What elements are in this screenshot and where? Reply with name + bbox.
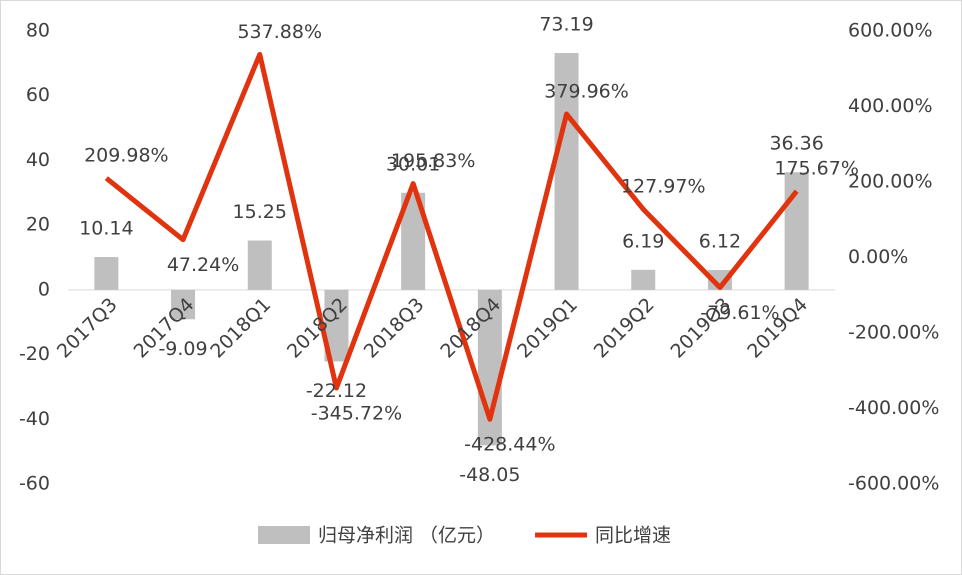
bar [631, 269, 656, 290]
data-label: 73.19 [539, 14, 593, 36]
bar [784, 172, 809, 290]
legend-label: 归母净利润 （亿元） [318, 525, 495, 547]
y-tick-label: 60 [26, 84, 50, 106]
y-tick-label: 80 [26, 20, 50, 42]
y2-tick-label: -400.00% [848, 397, 939, 419]
data-label: 47.24% [167, 254, 239, 276]
data-label: 175.67% [774, 158, 859, 180]
y2-tick-label: 600.00% [848, 20, 933, 42]
data-label: 379.96% [544, 81, 629, 103]
bar [554, 53, 579, 290]
data-label: 127.97% [621, 176, 706, 198]
data-label: 209.98% [84, 145, 169, 167]
bar [247, 240, 272, 290]
data-label: 6.19 [622, 230, 664, 252]
data-label: -22.12 [306, 380, 367, 402]
y-tick-label: -60 [19, 473, 50, 495]
y-tick-label: 0 [38, 278, 50, 300]
data-label: 36.36 [769, 133, 823, 155]
y-tick-label: 40 [26, 149, 50, 171]
y-tick-label: -40 [19, 408, 50, 430]
data-label: 15.25 [233, 201, 287, 223]
line [104, 51, 799, 422]
bar [94, 257, 119, 290]
y2-tick-label: 400.00% [848, 95, 933, 117]
data-label: 6.12 [699, 231, 741, 253]
y-tick-label: 20 [26, 214, 50, 236]
data-label: -345.72% [311, 403, 402, 425]
y2-tick-label: -600.00% [848, 473, 939, 495]
y2-tick-label: 0.00% [848, 246, 908, 268]
y-tick-label: -20 [19, 343, 50, 365]
y2-tick-label: -200.00% [848, 322, 939, 344]
data-label: 195.83% [391, 150, 476, 172]
data-label: 537.88% [237, 21, 322, 43]
data-label: -428.44% [464, 434, 555, 456]
data-label: 10.14 [79, 218, 133, 240]
data-label: -48.05 [459, 464, 520, 486]
data-label: 30.01 [386, 153, 440, 175]
bar [171, 289, 196, 320]
legend-label: 同比增速 [595, 525, 671, 547]
y2-tick-label: 200.00% [848, 171, 933, 193]
legend-swatch [258, 526, 310, 544]
data-label: -79.61% [700, 302, 779, 324]
data-label: -9.09 [158, 338, 207, 360]
